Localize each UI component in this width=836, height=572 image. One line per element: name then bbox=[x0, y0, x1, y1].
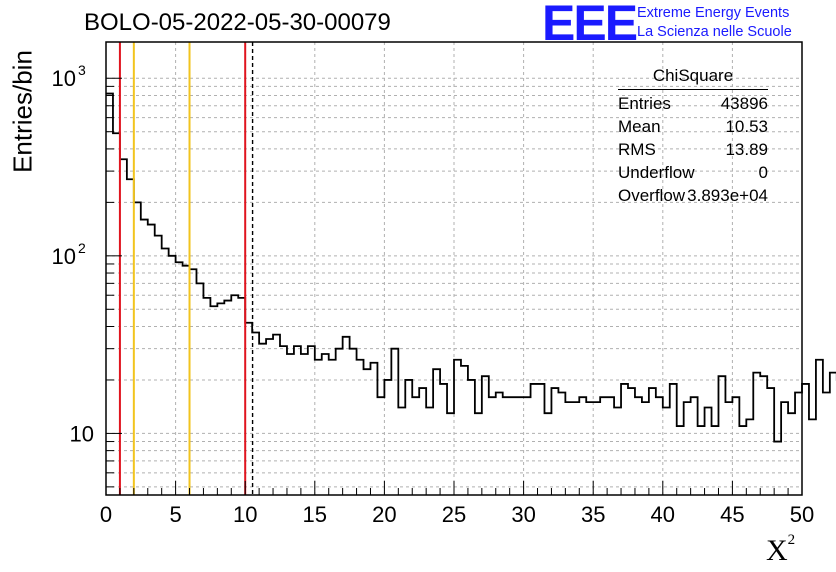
y-tick-label: 10 bbox=[70, 421, 94, 446]
x-tick-label: 10 bbox=[233, 502, 257, 527]
x-axis-label: X2 bbox=[766, 532, 796, 568]
marker-lines bbox=[118, 42, 254, 495]
run-title: BOLO-05-2022-05-30-00079 bbox=[84, 9, 391, 36]
stats-row-rms: RMS 13.89 bbox=[610, 138, 776, 161]
stats-label: Mean bbox=[618, 117, 661, 136]
y-tick-exponent: 2 bbox=[78, 240, 86, 256]
histogram-step-line bbox=[106, 92, 836, 443]
y-tick-label: 10 bbox=[52, 66, 76, 91]
x-tick-label: 45 bbox=[720, 502, 744, 527]
logo-text-line2: La Scienza nelle Scuole bbox=[637, 24, 792, 40]
x-tick-label: 30 bbox=[511, 502, 535, 527]
stats-label: Overflow bbox=[618, 186, 686, 205]
eee-logo-icon: EEE bbox=[542, 0, 638, 51]
histogram-series bbox=[106, 92, 836, 443]
stats-label: Entries bbox=[618, 94, 671, 113]
stats-value: 13.89 bbox=[725, 140, 768, 159]
x-tick-label: 5 bbox=[169, 502, 181, 527]
stats-row-underflow: Underflow 0 bbox=[610, 161, 776, 184]
x-tick-label: 15 bbox=[303, 502, 327, 527]
axis-ticks bbox=[105, 77, 803, 495]
stats-value: 3.893e+04 bbox=[687, 186, 768, 205]
x-tick-label: 20 bbox=[372, 502, 396, 527]
x-axis-label-base: X bbox=[766, 534, 788, 567]
x-tick-label: 50 bbox=[790, 502, 814, 527]
stats-box: ChiSquare Entries 43896 Mean 10.53 RMS 1… bbox=[610, 66, 776, 207]
stats-row-entries: Entries 43896 bbox=[610, 92, 776, 115]
logo-text-line1: Extreme Energy Events bbox=[637, 5, 790, 21]
stats-value: 0 bbox=[758, 163, 768, 182]
y-axis-label: Entries/bin bbox=[7, 50, 38, 173]
x-tick-label: 25 bbox=[442, 502, 466, 527]
stats-value: 43896 bbox=[720, 94, 768, 113]
stats-label: RMS bbox=[618, 140, 656, 159]
stats-row-mean: Mean 10.53 bbox=[610, 115, 776, 138]
stats-label: Underflow bbox=[618, 163, 695, 182]
x-tick-label: 0 bbox=[100, 502, 112, 527]
stats-title: ChiSquare bbox=[618, 66, 768, 90]
x-tick-label: 35 bbox=[581, 502, 605, 527]
stats-row-overflow: Overflow 3.893e+04 bbox=[610, 184, 776, 207]
x-tick-label: 40 bbox=[651, 502, 675, 527]
y-tick-exponent: 3 bbox=[78, 62, 86, 78]
x-axis-label-superscript: 2 bbox=[787, 532, 796, 548]
stats-value: 10.53 bbox=[725, 117, 768, 136]
y-tick-label: 10 bbox=[52, 244, 76, 269]
